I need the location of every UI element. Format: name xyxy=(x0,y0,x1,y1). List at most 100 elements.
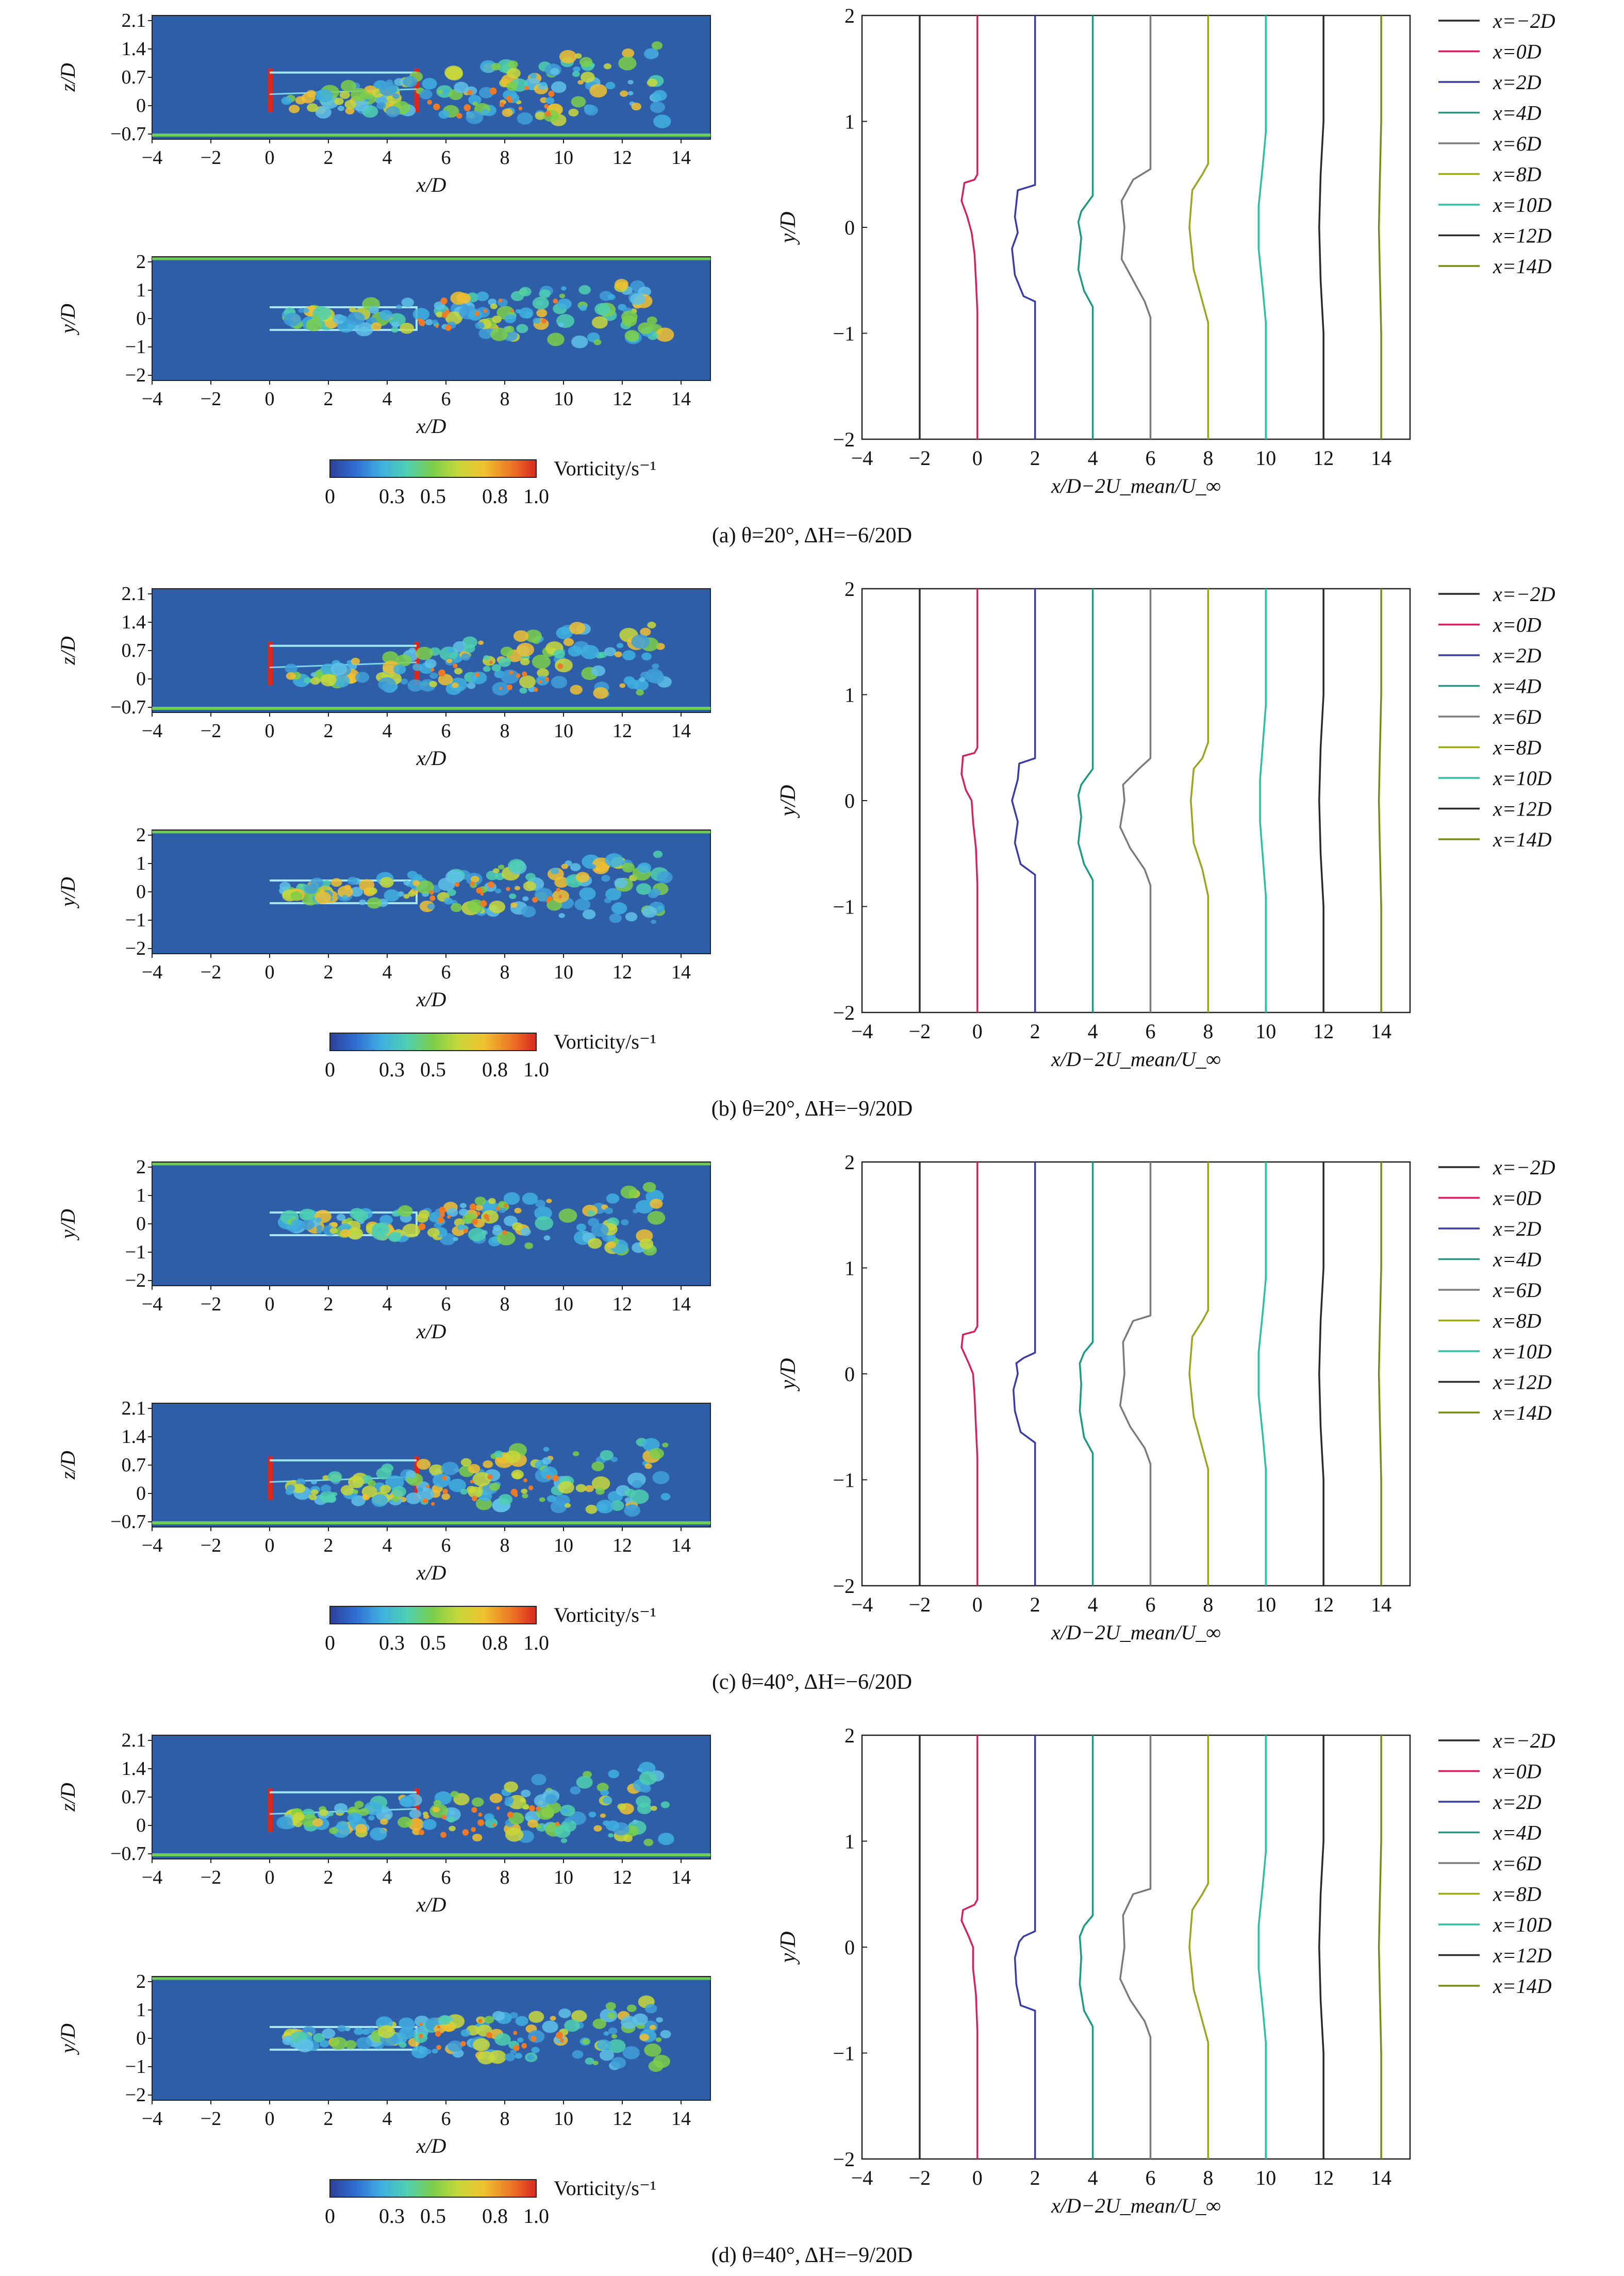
vortex-blob xyxy=(347,1227,363,1240)
legend-label: x=8D xyxy=(1493,163,1542,186)
vortex-blob xyxy=(588,1812,596,1818)
vortex-blob xyxy=(527,2054,535,2061)
map-xtick-label: 2 xyxy=(324,147,334,169)
vortex-blob xyxy=(529,73,537,79)
map-xtick-label: 6 xyxy=(441,1535,451,1556)
vortex-blob xyxy=(568,645,582,657)
vortex-core-hot xyxy=(548,90,555,97)
vortex-blob xyxy=(340,1485,354,1496)
vortex-blob xyxy=(460,2029,471,2037)
vortex-blob xyxy=(303,308,309,313)
vortex-blob xyxy=(642,1182,656,1192)
xtick-label: 0 xyxy=(972,1020,983,1043)
panel-caption: (c) θ=40°, ΔH=−6/20D xyxy=(712,1670,912,1694)
legend-label: x=14D xyxy=(1493,1401,1552,1424)
vortex-blob xyxy=(481,109,489,116)
x-axis-label: x/D−2U_mean/U_∞ xyxy=(1051,474,1221,497)
vortex-blob xyxy=(650,1805,657,1811)
series-line-7 xyxy=(1318,589,1324,1012)
vortex-blob xyxy=(638,322,654,335)
series-line-2 xyxy=(1012,1162,1036,1586)
vortex-blob xyxy=(622,650,636,661)
vortex-blob xyxy=(522,1493,528,1499)
vortex-blob xyxy=(510,2049,517,2054)
vortex-blob xyxy=(493,868,500,873)
vortex-blob xyxy=(561,863,568,869)
map-xtick-label: 0 xyxy=(265,147,275,169)
vortex-blob xyxy=(432,319,438,324)
vortex-blob xyxy=(655,327,674,342)
colorbar-tick-label: 1.0 xyxy=(523,1058,549,1081)
vortex-blob xyxy=(495,1452,503,1458)
vortex-blob xyxy=(330,1222,338,1228)
vortex-blob xyxy=(327,1471,342,1483)
vortex-blob xyxy=(457,1224,465,1231)
vortex-blob xyxy=(576,1223,587,1232)
xtick-label: 14 xyxy=(1371,446,1391,470)
map-xtick-label: 4 xyxy=(383,2108,392,2130)
series-line-8 xyxy=(1378,589,1382,1012)
series-line-8 xyxy=(1378,15,1382,439)
vortex-blob xyxy=(345,107,355,114)
vortex-core-hot xyxy=(499,102,505,107)
vortex-blob xyxy=(340,1229,351,1237)
map-xtick-label: 12 xyxy=(612,2108,632,2130)
legend-label: x=6D xyxy=(1493,705,1542,728)
vortex-blob xyxy=(624,330,639,341)
vortex-blob xyxy=(429,1464,444,1476)
vortex-blob xyxy=(299,1208,315,1221)
legend-label: x=0D xyxy=(1493,1187,1542,1210)
vortex-blob xyxy=(572,2050,584,2059)
vortex-blob xyxy=(621,1219,629,1226)
vortex-blob xyxy=(396,304,402,309)
map-ylabel: z/D xyxy=(56,1451,79,1480)
vortex-blob xyxy=(386,2027,393,2032)
x-axis-label: x/D−2U_mean/U_∞ xyxy=(1051,1048,1221,1071)
vortex-blob xyxy=(498,1494,513,1505)
ytick-label: −2 xyxy=(833,1574,855,1598)
vortex-blob xyxy=(625,1488,636,1498)
vortex-blob xyxy=(604,647,616,657)
vortex-blob xyxy=(459,1203,467,1208)
map-xtick-label: 14 xyxy=(671,720,691,742)
map-ytick-label: 1.4 xyxy=(122,1758,146,1780)
vortex-blob xyxy=(632,1819,638,1824)
vortex-blob xyxy=(449,1810,456,1815)
vortex-blob xyxy=(607,294,616,301)
vortex-blob xyxy=(467,899,485,912)
vortex-blob xyxy=(579,887,596,901)
vortex-core-hot xyxy=(437,2025,440,2029)
ytick-label: 0 xyxy=(844,789,855,812)
vortex-blob xyxy=(642,906,657,918)
vortex-core-hot xyxy=(463,104,471,111)
vortex-blob xyxy=(433,1800,441,1806)
vortex-blob xyxy=(381,1464,394,1473)
vortex-core-hot xyxy=(516,673,521,678)
vortex-blob xyxy=(600,1789,609,1796)
vortex-blob xyxy=(399,2041,407,2048)
vortex-core-hot xyxy=(480,892,484,896)
vortex-core-hot xyxy=(559,2038,564,2043)
vortex-blob xyxy=(639,1771,657,1785)
vortex-blob xyxy=(531,1773,546,1786)
vortex-blob xyxy=(477,2051,495,2065)
vortex-blob xyxy=(550,1500,567,1514)
vortex-core-hot xyxy=(417,318,421,322)
vortex-blob xyxy=(349,307,356,312)
map-ytick-label: 0.7 xyxy=(122,1786,146,1808)
vortex-blob xyxy=(442,89,450,94)
map-ylabel: y/D xyxy=(56,2023,79,2055)
series-line-4 xyxy=(1119,589,1152,1012)
vortex-blob xyxy=(626,2004,637,2012)
colorbar-tick-label: 0.3 xyxy=(379,485,405,508)
vortex-blob xyxy=(558,1481,574,1494)
colorbar-tick-label: 0.8 xyxy=(482,2204,508,2228)
vortex-core-hot xyxy=(472,1496,477,1502)
vortex-blob xyxy=(534,1206,552,1220)
vortex-blob xyxy=(630,293,645,305)
vortex-blob xyxy=(581,72,595,83)
vortex-blob xyxy=(559,50,577,63)
xtick-label: −4 xyxy=(851,1593,873,1616)
vortex-blob xyxy=(514,886,521,890)
vortex-blob xyxy=(522,896,529,902)
